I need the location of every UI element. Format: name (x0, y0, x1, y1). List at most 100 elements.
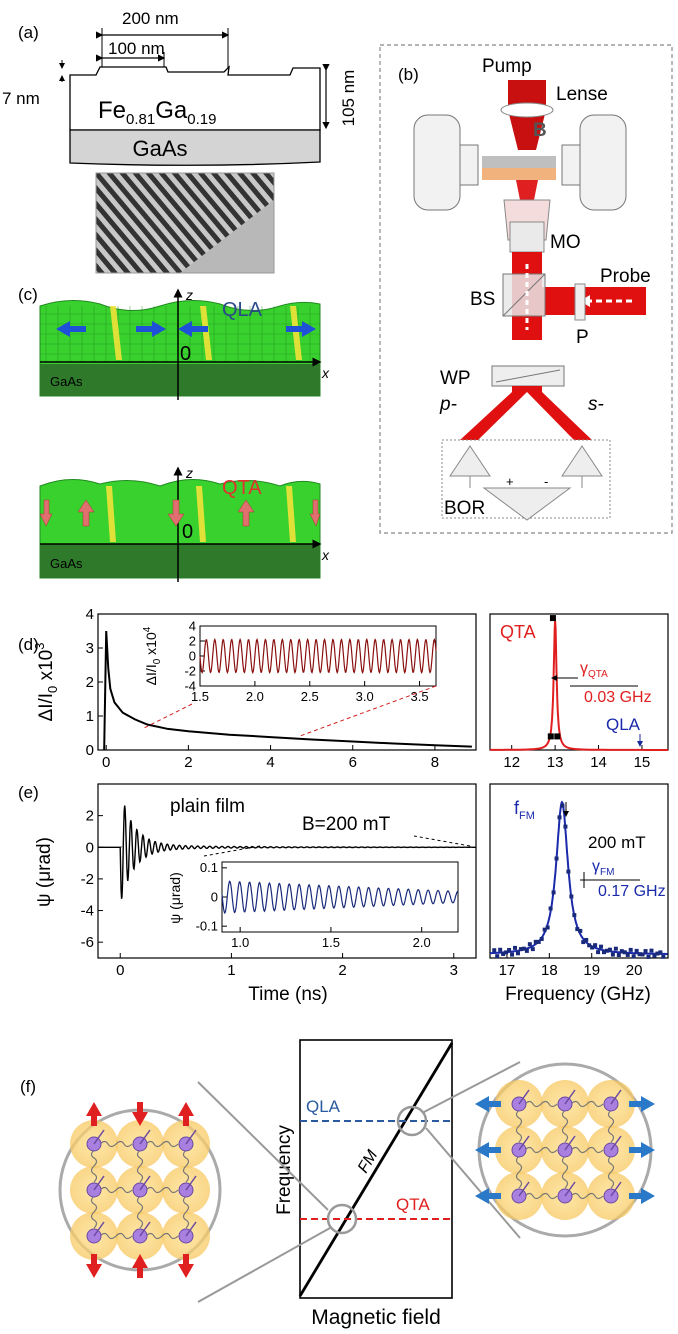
x-tick-label: 3 (450, 962, 458, 979)
e-spectrum-ticks: 17 18 19 20 (499, 953, 643, 979)
panel-c: (c) GaAs z x 0 QLA GaAs z x 0 QTA (18, 285, 330, 582)
panel-a-label: (a) (18, 23, 39, 42)
x-tick-label: 13 (547, 754, 564, 771)
panel-b: (b) Pump Lense B MO Probe P BS (379, 44, 673, 534)
d-main-trace (103, 630, 472, 751)
x-tick-label: 6 (349, 754, 357, 771)
lattice-arrow (629, 1188, 655, 1204)
lattice-arrow (475, 1142, 501, 1158)
panel-b-label: (b) (398, 65, 419, 84)
d-inset-trace (199, 637, 437, 675)
e-spectrum-point (649, 948, 654, 953)
spring (524, 1100, 558, 1108)
panel-e-label: (e) (18, 783, 39, 802)
x-tick-label: 14 (590, 754, 607, 771)
lattice-arrow (629, 1096, 655, 1112)
lattice-arrow (178, 1254, 194, 1278)
spin (93, 1221, 105, 1237)
fm-line (298, 1042, 454, 1297)
panel-e: (e) 0 1 2 3 -6 -4 -2 0 2 ψ (μrad) plain film B=2… (18, 783, 669, 1005)
x-tick-label: 8 (431, 754, 439, 771)
diff-amplifier (482, 487, 572, 521)
e-xlabel: Time (ns) (248, 984, 328, 1005)
y-tick-label: 0.1 (200, 860, 218, 875)
e-spectrum-point (533, 939, 538, 944)
spring (136, 1149, 144, 1183)
x-tick-label: 3.0 (356, 689, 374, 704)
e-spectrum-point (584, 937, 589, 942)
e-spectrum-point (542, 927, 547, 932)
field-label: B=200 mT (302, 814, 391, 835)
substrate-label-a: GaAs (132, 136, 187, 161)
spring (145, 1232, 179, 1240)
y-tick-label: -2 (184, 663, 196, 678)
spec-field-label: 200 mT (588, 833, 646, 852)
wp-label: WP (440, 368, 471, 389)
f-ylabel: Frequency (274, 1125, 295, 1215)
x-tick-label: 1.5 (322, 935, 340, 950)
e-spec-xlabel: Frequency (GHz) (505, 984, 651, 1005)
y-tick-label: 1 (86, 708, 94, 725)
gaas-substrate-a (69, 129, 321, 166)
e-ylabel: ψ (μrad) (34, 837, 55, 907)
d-ylabel: ΔI/I0 x103 (32, 643, 60, 722)
e-spectrum-point (622, 950, 627, 955)
spin (139, 1221, 151, 1237)
spin (518, 1089, 530, 1105)
spin (139, 1129, 151, 1145)
y-tick-label: -4 (184, 678, 196, 693)
plus-sign: + (506, 474, 514, 489)
qta-crossing-circle (326, 1203, 358, 1235)
spring (570, 1100, 604, 1108)
d-spectrum-point (547, 733, 554, 740)
x-tick-label: 19 (583, 962, 600, 979)
e-spectrum-point (545, 925, 550, 930)
x-tick-label: 20 (626, 962, 643, 979)
panel-a: (a) 200 nm 100 nm Fe0.81Ga0.19 GaAs 7 nm… (2, 9, 358, 274)
spring (182, 1195, 190, 1229)
lense-icon (500, 102, 554, 118)
e-spectrum-point (551, 890, 556, 895)
x-tick-label: 2.0 (413, 935, 431, 950)
qla-x-label: x (321, 365, 330, 381)
e-spectrum-point (527, 942, 532, 947)
qla-mode-label: QLA (222, 299, 263, 321)
e-main-axes (97, 783, 477, 959)
e-spectrum-point (658, 950, 663, 955)
spring (607, 1109, 615, 1143)
minus-sign: - (544, 474, 548, 489)
e-spectrum-point (637, 952, 642, 957)
qta-line-label: QTA (396, 1195, 430, 1214)
polarizer (574, 283, 586, 321)
qla-line-label: QLA (306, 1097, 341, 1116)
x-tick-label: 17 (499, 962, 516, 979)
e-spectrum-point (590, 945, 595, 950)
y-tick-label: 4 (86, 606, 94, 623)
spin (610, 1135, 622, 1151)
y-tick-label: -6 (81, 934, 94, 951)
qla-lattice (475, 1080, 655, 1220)
x-tick-label: 3.5 (410, 689, 428, 704)
e-spectrum-point (515, 951, 520, 956)
panel-f-label: (f) (20, 1077, 36, 1096)
e-spectrum-point (646, 954, 651, 959)
lattice-arrow (475, 1096, 501, 1112)
d-spectrum-point (554, 733, 561, 740)
e-spectrum-point (616, 953, 621, 958)
magnet-left (413, 114, 461, 211)
y-tick-label: 3 (86, 640, 94, 657)
e-spectrum-point (492, 948, 497, 953)
y-tick-label: 2 (189, 633, 196, 648)
dim-7-label: 7 nm (2, 89, 40, 108)
qta-substrate-label: GaAs (50, 556, 83, 571)
e-spectrum-point (599, 944, 604, 949)
y-tick-label: 0 (211, 889, 218, 904)
e-spectrum-point (560, 803, 565, 808)
spring (90, 1149, 98, 1183)
e-spectrum-point (548, 906, 553, 911)
spin (564, 1135, 576, 1151)
e-spectrum-point (631, 954, 636, 959)
b-field-label: B (533, 120, 547, 141)
dim-100-label: 100 nm (108, 39, 165, 58)
